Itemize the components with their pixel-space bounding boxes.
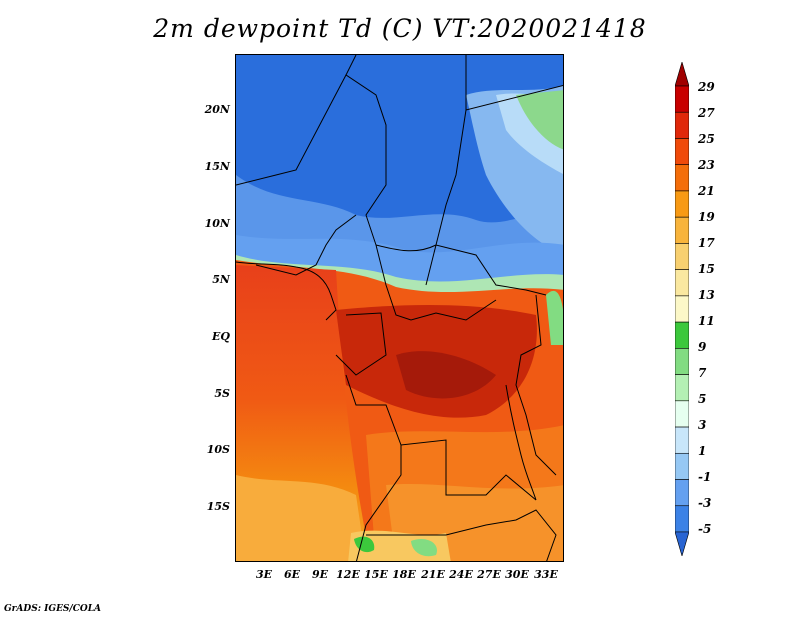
lat-label-15n: 15N: [204, 160, 230, 173]
colorbar-segment: [675, 426, 689, 454]
colorbar-segment: [675, 479, 689, 507]
lat-label-20n: 20N: [204, 103, 230, 116]
colorbar-segment: [675, 531, 689, 556]
colorbar-label-7: 7: [698, 366, 707, 380]
colorbar-segments: [675, 62, 689, 556]
lat-label-10n: 10N: [204, 217, 230, 230]
colorbar-label-27: 27: [698, 106, 715, 120]
colorbar-label-23: 23: [698, 158, 715, 172]
colorbar-segment: [675, 111, 689, 139]
colorbar-label-15: 15: [698, 262, 715, 276]
colorbar-label-11: 11: [698, 314, 715, 328]
lon-label-30e: 30E: [505, 568, 529, 581]
colorbar-segment: [675, 374, 689, 402]
colorbar-segment: [675, 505, 689, 533]
lat-label-15s: 15S: [206, 500, 230, 513]
colorbar-segment: [675, 321, 689, 349]
colorbar-label-21: 21: [698, 184, 715, 198]
colorbar-segment: [675, 452, 689, 480]
colorbar-label-minus5: -5: [698, 522, 712, 536]
colorbar-label-29: 29: [698, 80, 715, 94]
colorbar-label-13: 13: [698, 288, 715, 302]
lat-label-5s: 5S: [214, 387, 230, 400]
colorbar-label-19: 19: [698, 210, 715, 224]
colorbar-segment: [675, 269, 689, 297]
lat-label-5n: 5N: [212, 273, 230, 286]
colorbar-segment: [675, 216, 689, 244]
colorbar-segment: [675, 190, 689, 218]
colorbar-segment: [675, 348, 689, 375]
dewpoint-map: [235, 54, 564, 562]
grads-credit: GrADS: IGES/COLA: [4, 604, 102, 614]
colorbar-label-9: 9: [698, 340, 707, 354]
colorbar-segment: [675, 85, 689, 113]
dewpoint-field: [236, 55, 563, 561]
colorbar-label-5: 5: [698, 392, 707, 406]
colorbar-label-1: 1: [698, 444, 707, 458]
lon-label-21e: 21E: [421, 568, 445, 581]
colorbar-label-25: 25: [698, 132, 715, 146]
colorbar: [675, 62, 689, 556]
colorbar-label-minus1: -1: [698, 470, 712, 484]
colorbar-segment: [675, 295, 689, 323]
lon-label-9e: 9E: [311, 568, 329, 581]
lon-label-18e: 18E: [392, 568, 416, 581]
colorbar-segment: [675, 400, 689, 428]
colorbar-segment: [675, 62, 689, 87]
lon-label-24e: 24E: [449, 568, 473, 581]
lat-label-10s: 10S: [206, 443, 230, 456]
colorbar-segment: [675, 164, 689, 192]
colorbar-label-3: 3: [698, 418, 707, 432]
colorbar-segment: [675, 138, 689, 166]
lon-label-12e: 12E: [336, 568, 360, 581]
colorbar-segment: [675, 243, 689, 270]
lon-label-33e: 33E: [534, 568, 558, 581]
lon-label-6e: 6E: [283, 568, 301, 581]
map-title: 2m dewpoint Td (C) VT:2020021418: [153, 14, 647, 43]
lon-label-3e: 3E: [255, 568, 273, 581]
lat-label-eq: EQ: [212, 330, 230, 343]
lon-label-15e: 15E: [364, 568, 388, 581]
colorbar-label-minus3: -3: [698, 496, 712, 510]
colorbar-label-17: 17: [698, 236, 715, 250]
lon-label-27e: 27E: [477, 568, 501, 581]
